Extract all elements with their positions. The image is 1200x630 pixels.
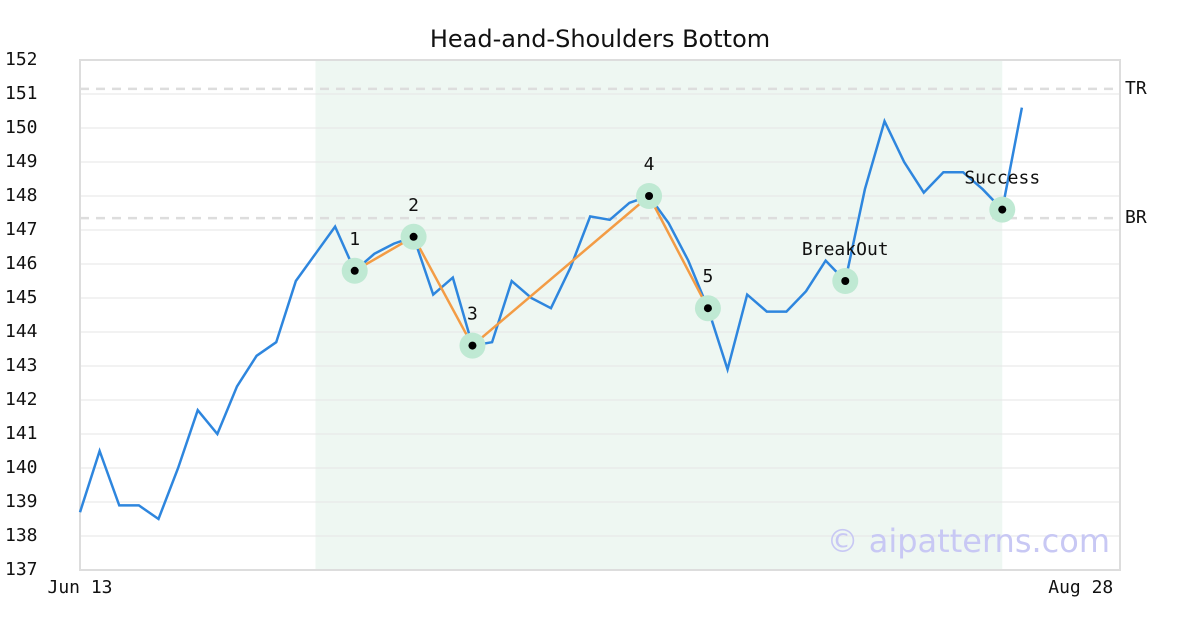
y-tick-label: 144 (5, 321, 38, 342)
point-dot (703, 304, 712, 313)
y-tick-label: 147 (5, 219, 38, 240)
y-tick-label: 148 (5, 185, 38, 206)
watermark: © aipatterns.com (827, 522, 1110, 560)
y-tick-label: 149 (5, 151, 38, 172)
point-dot (409, 232, 418, 241)
y-tick-label: 140 (5, 457, 38, 478)
point-dot (998, 205, 1007, 214)
point-label: 4 (644, 154, 655, 175)
point-dot (350, 266, 359, 275)
y-tick-label: 151 (5, 83, 38, 104)
point-dot (841, 277, 850, 285)
level-label: BR (1125, 207, 1147, 228)
point-dot (645, 192, 654, 200)
plot-border (79, 59, 1121, 571)
x-tick-label: Jun 13 (47, 577, 112, 598)
chart-title: Head-and-Shoulders Bottom (430, 25, 770, 53)
x-tick-label: Aug 28 (1048, 577, 1113, 598)
point-label: Success (964, 168, 1040, 189)
highlight-zone (315, 60, 1003, 570)
y-tick-label: 143 (5, 355, 38, 376)
point-label: 5 (703, 266, 714, 287)
y-tick-label: 142 (5, 389, 38, 410)
y-tick-label: 138 (5, 525, 38, 546)
point-label: BreakOut (802, 239, 889, 260)
point-label: 2 (408, 195, 419, 216)
y-tick-label: 145 (5, 287, 38, 308)
point-dot (468, 341, 477, 350)
y-tick-label: 139 (5, 491, 38, 512)
point-label: 3 (467, 304, 478, 325)
point-label: 1 (349, 229, 360, 250)
price-line (78, 107, 1024, 521)
y-tick-label: 146 (5, 253, 38, 274)
y-tick-label: 152 (5, 49, 38, 70)
level-label: TR (1125, 78, 1147, 99)
y-tick-label: 137 (5, 559, 38, 580)
y-tick-label: 141 (5, 423, 38, 444)
y-tick-label: 150 (5, 117, 38, 138)
